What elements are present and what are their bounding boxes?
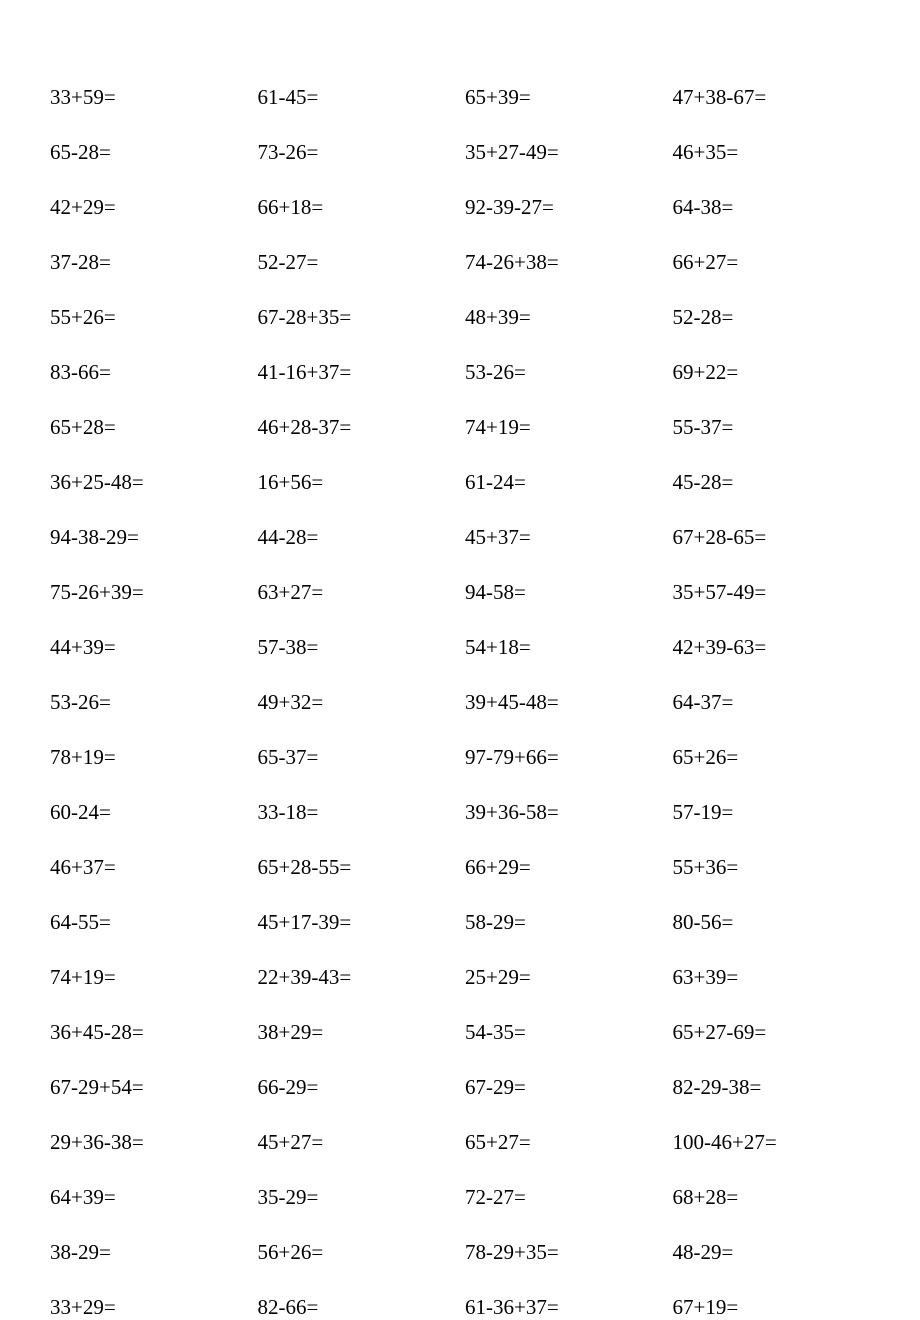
math-problem: 39+36-58= xyxy=(465,800,663,825)
math-problem: 65+39= xyxy=(465,85,663,110)
math-problem: 35+57-49= xyxy=(673,580,871,605)
math-problem: 53-26= xyxy=(465,360,663,385)
math-problem: 35-29= xyxy=(258,1185,456,1210)
math-problem: 66-29= xyxy=(258,1075,456,1100)
math-problem: 64+39= xyxy=(50,1185,248,1210)
math-problem: 37-28= xyxy=(50,250,248,275)
math-problem: 69+22= xyxy=(673,360,871,385)
math-problem: 82-66= xyxy=(258,1295,456,1320)
math-problem: 72-27= xyxy=(465,1185,663,1210)
math-problem: 67-29+54= xyxy=(50,1075,248,1100)
math-problem: 60-24= xyxy=(50,800,248,825)
math-problem: 52-28= xyxy=(673,305,871,330)
math-problem: 48+39= xyxy=(465,305,663,330)
math-problem: 36+45-28= xyxy=(50,1020,248,1045)
math-problem: 45+17-39= xyxy=(258,910,456,935)
math-problem: 61-45= xyxy=(258,85,456,110)
math-problem: 78-29+35= xyxy=(465,1240,663,1265)
math-problem: 38-29= xyxy=(50,1240,248,1265)
math-problem: 66+29= xyxy=(465,855,663,880)
math-problem: 56+26= xyxy=(258,1240,456,1265)
math-problem: 45-28= xyxy=(673,470,871,495)
math-problem: 47+38-67= xyxy=(673,85,871,110)
math-problem: 67+19= xyxy=(673,1295,871,1320)
math-problem: 64-55= xyxy=(50,910,248,935)
math-problem: 63+39= xyxy=(673,965,871,990)
math-problem: 100-46+27= xyxy=(673,1130,871,1155)
math-problem: 29+36-38= xyxy=(50,1130,248,1155)
math-problem: 52-27= xyxy=(258,250,456,275)
math-problem: 94-38-29= xyxy=(50,525,248,550)
math-problem: 65+28-55= xyxy=(258,855,456,880)
math-problem: 58-29= xyxy=(465,910,663,935)
math-problem: 55+26= xyxy=(50,305,248,330)
math-problem: 45+37= xyxy=(465,525,663,550)
math-problem: 97-79+66= xyxy=(465,745,663,770)
math-problem: 65+26= xyxy=(673,745,871,770)
math-problem: 65+27-69= xyxy=(673,1020,871,1045)
math-problem: 41-16+37= xyxy=(258,360,456,385)
math-problem: 65-28= xyxy=(50,140,248,165)
math-problem: 73-26= xyxy=(258,140,456,165)
math-problem: 35+27-49= xyxy=(465,140,663,165)
math-problem: 65+28= xyxy=(50,415,248,440)
math-problem: 55+36= xyxy=(673,855,871,880)
math-problem: 33+29= xyxy=(50,1295,248,1320)
math-problem: 68+28= xyxy=(673,1185,871,1210)
math-problem: 16+56= xyxy=(258,470,456,495)
math-problem: 44+39= xyxy=(50,635,248,660)
math-problem: 66+27= xyxy=(673,250,871,275)
math-problem: 67-29= xyxy=(465,1075,663,1100)
math-problem: 78+19= xyxy=(50,745,248,770)
math-problem: 54+18= xyxy=(465,635,663,660)
math-problem: 64-37= xyxy=(673,690,871,715)
math-problem: 67-28+35= xyxy=(258,305,456,330)
math-problem: 46+28-37= xyxy=(258,415,456,440)
math-problem: 46+37= xyxy=(50,855,248,880)
math-problem: 45+27= xyxy=(258,1130,456,1155)
math-problem: 53-26= xyxy=(50,690,248,715)
math-problem: 61-24= xyxy=(465,470,663,495)
math-problem: 39+45-48= xyxy=(465,690,663,715)
math-problem: 54-35= xyxy=(465,1020,663,1045)
math-problem: 46+35= xyxy=(673,140,871,165)
math-problem: 65+27= xyxy=(465,1130,663,1155)
math-problem: 83-66= xyxy=(50,360,248,385)
math-problem: 74+19= xyxy=(465,415,663,440)
math-problem: 61-36+37= xyxy=(465,1295,663,1320)
math-problem: 42+29= xyxy=(50,195,248,220)
math-problem: 33+59= xyxy=(50,85,248,110)
math-problem: 42+39-63= xyxy=(673,635,871,660)
math-problem: 57-19= xyxy=(673,800,871,825)
math-problem: 33-18= xyxy=(258,800,456,825)
math-problem: 22+39-43= xyxy=(258,965,456,990)
math-problem: 67+28-65= xyxy=(673,525,871,550)
math-problem: 49+32= xyxy=(258,690,456,715)
math-problem: 94-58= xyxy=(465,580,663,605)
math-problem: 48-29= xyxy=(673,1240,871,1265)
math-problem: 74+19= xyxy=(50,965,248,990)
math-problem: 44-28= xyxy=(258,525,456,550)
math-problem: 74-26+38= xyxy=(465,250,663,275)
math-problem: 36+25-48= xyxy=(50,470,248,495)
math-problem: 64-38= xyxy=(673,195,871,220)
math-problem: 66+18= xyxy=(258,195,456,220)
math-problem: 38+29= xyxy=(258,1020,456,1045)
math-problem: 75-26+39= xyxy=(50,580,248,605)
math-problem: 65-37= xyxy=(258,745,456,770)
math-problem: 82-29-38= xyxy=(673,1075,871,1100)
math-problem: 25+29= xyxy=(465,965,663,990)
math-worksheet: 33+59= 61-45= 65+39= 47+38-67= 65-28= 73-26= 3… xyxy=(50,85,870,1320)
math-problem: 63+27= xyxy=(258,580,456,605)
math-problem: 80-56= xyxy=(673,910,871,935)
math-problem: 92-39-27= xyxy=(465,195,663,220)
math-problem: 57-38= xyxy=(258,635,456,660)
math-problem: 55-37= xyxy=(673,415,871,440)
